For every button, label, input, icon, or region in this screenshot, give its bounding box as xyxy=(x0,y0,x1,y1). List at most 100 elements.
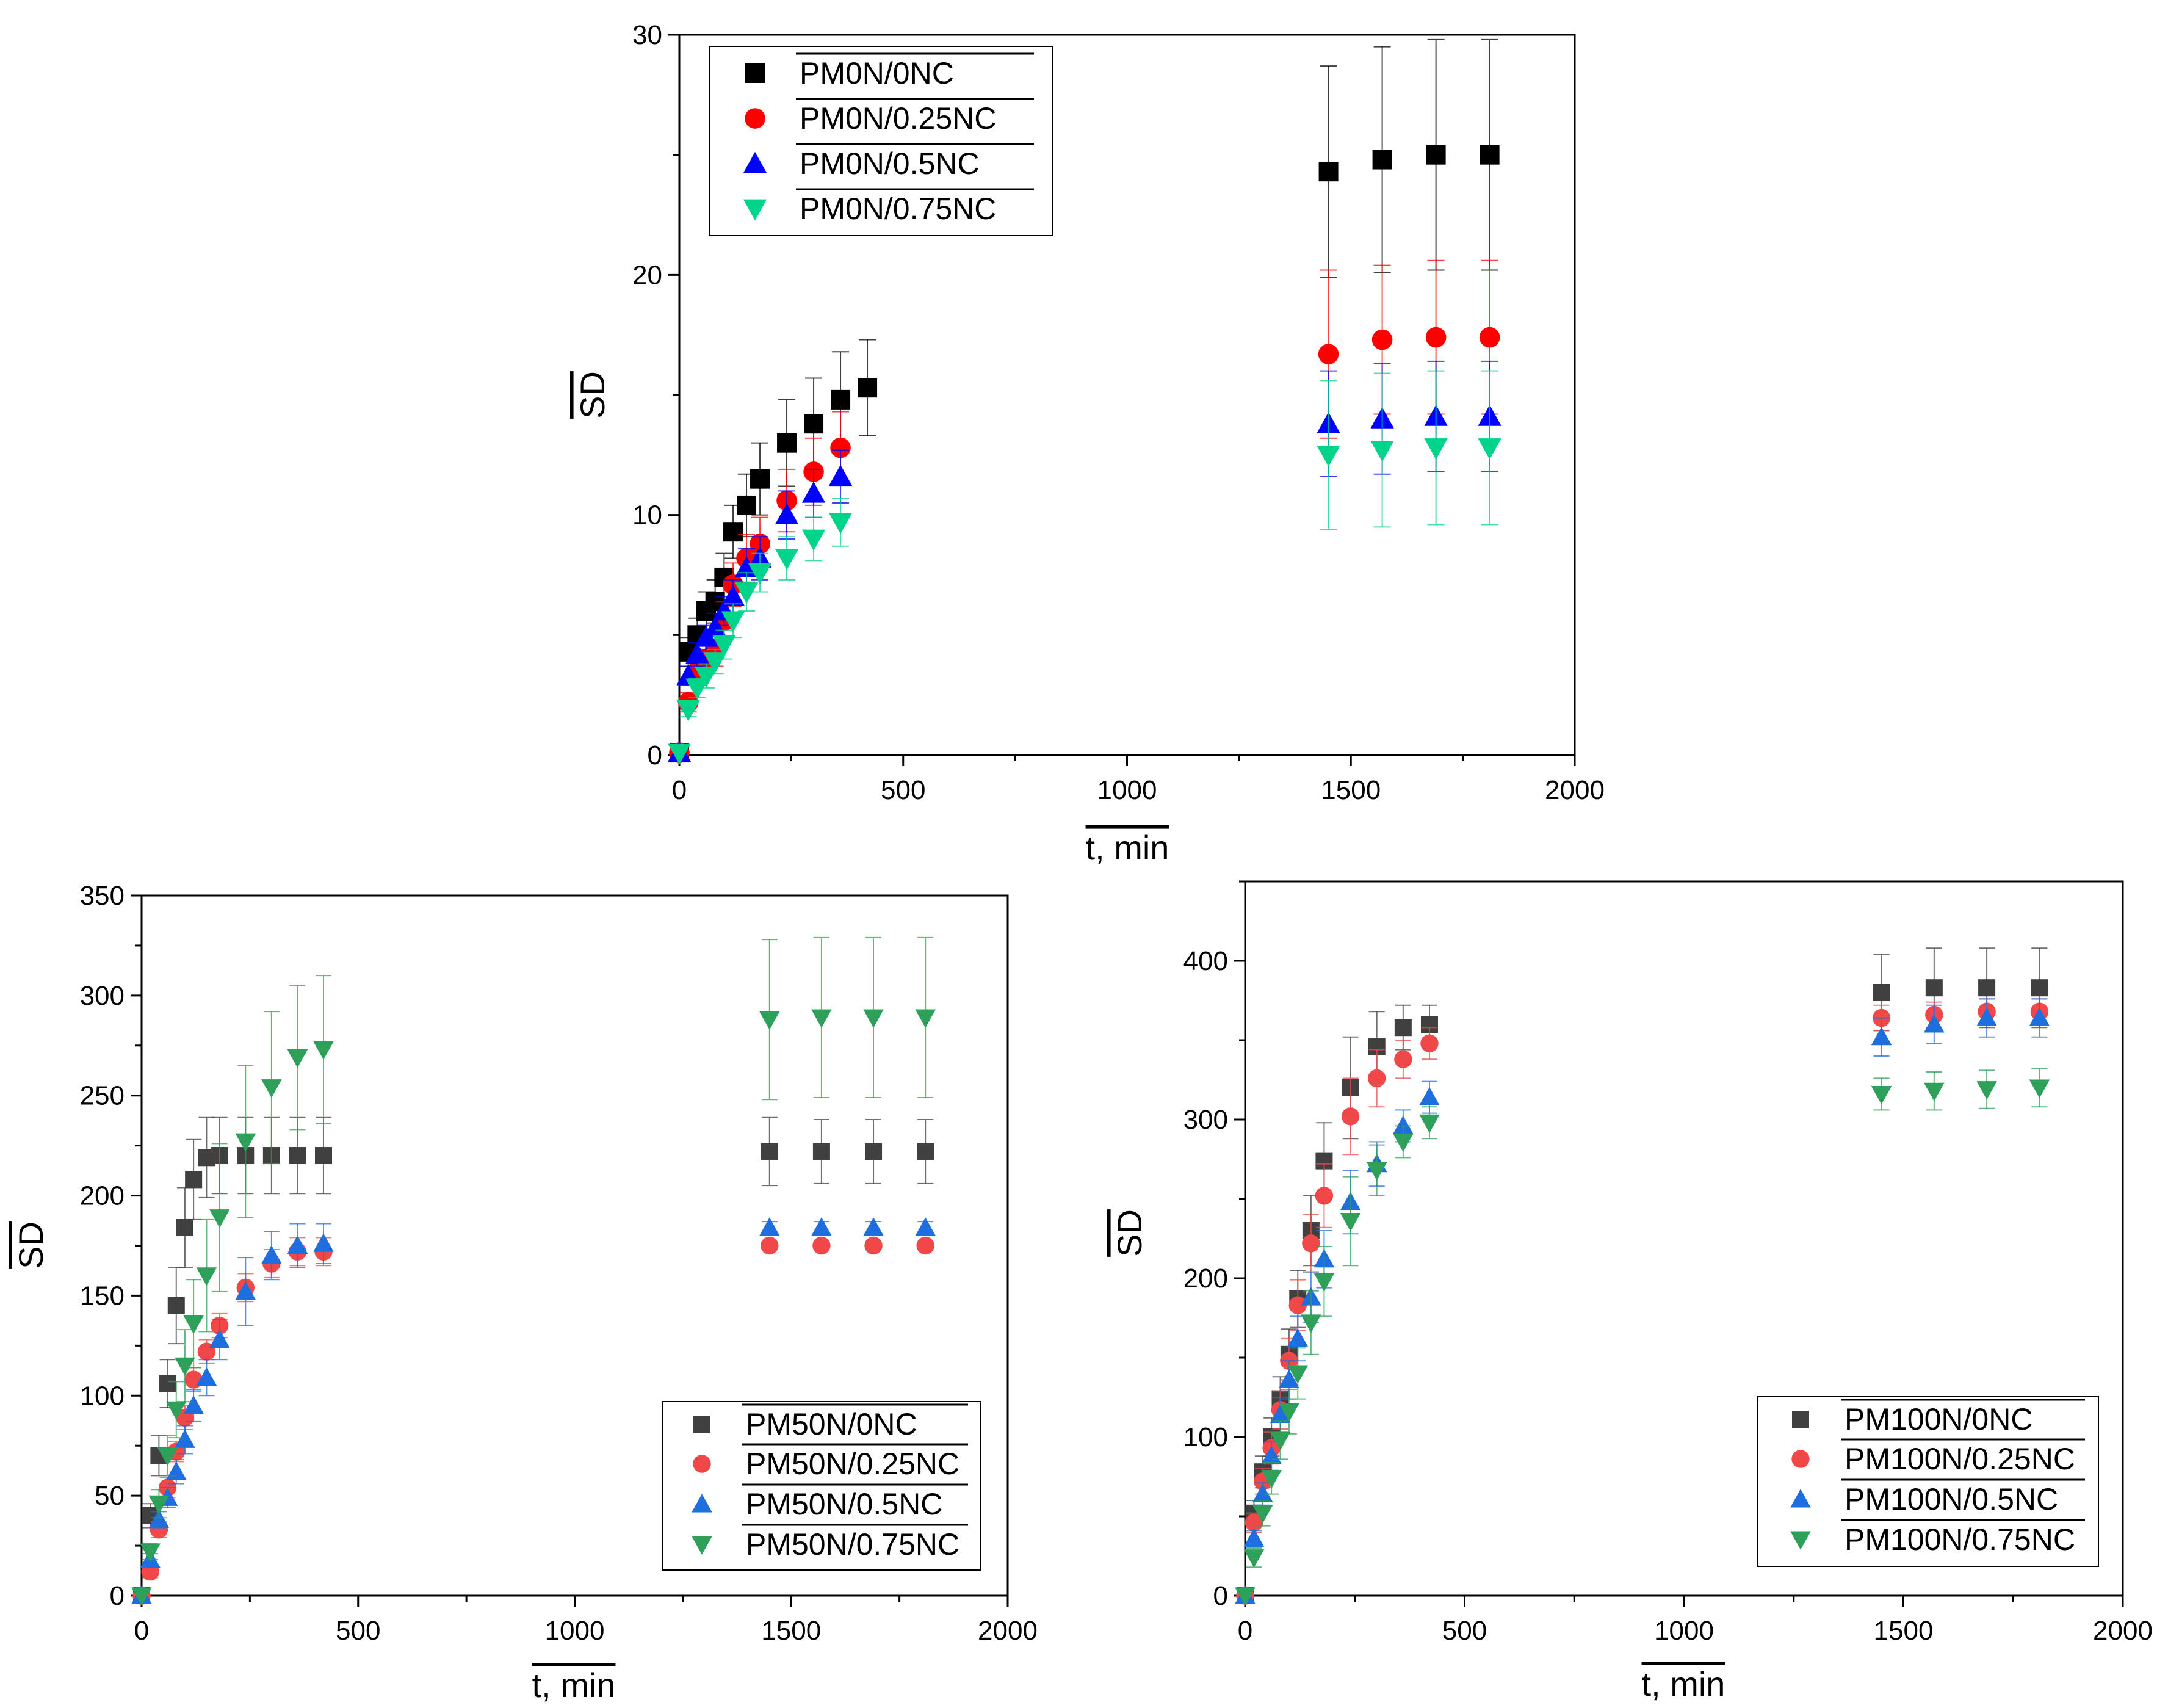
x-tick-label: 2000 xyxy=(2093,1616,2153,1646)
data-point xyxy=(1479,327,1500,348)
y-tick-label: 150 xyxy=(80,1281,125,1311)
legend-marker xyxy=(743,199,767,221)
legend: PM50N/0NC PM50N/0.25NC PM50N/0.5NC PM50N/0.… xyxy=(662,1401,981,1571)
data-point xyxy=(165,1401,187,1420)
legend-marker xyxy=(745,63,765,83)
y-tick-label: 0 xyxy=(110,1581,125,1611)
data-point xyxy=(1976,1081,1997,1100)
data-point xyxy=(157,1447,178,1466)
data-point xyxy=(1318,344,1339,364)
y-tick-label: 10 xyxy=(632,501,662,530)
legend-marker xyxy=(1791,1450,1810,1468)
data-point xyxy=(775,503,799,525)
data-point xyxy=(175,1357,195,1376)
x-tick-label: 1000 xyxy=(545,1616,605,1646)
data-point xyxy=(667,743,692,765)
y-tick-label: 100 xyxy=(80,1381,125,1411)
data-point xyxy=(761,1143,778,1160)
data-point xyxy=(721,585,745,606)
data-point xyxy=(1279,1369,1299,1388)
x-tick-label: 0 xyxy=(672,775,687,805)
data-point xyxy=(831,389,851,410)
x-tick-label: 1000 xyxy=(1097,775,1157,805)
y-axis-label: SD xyxy=(573,371,612,419)
legend-marker xyxy=(1790,1531,1811,1550)
data-point xyxy=(1419,1114,1440,1133)
series-PM0N/0NC xyxy=(670,38,1500,763)
y-tick-label: 400 xyxy=(1183,946,1228,976)
data-point xyxy=(1478,438,1501,460)
data-point xyxy=(858,378,878,398)
data-point xyxy=(1261,1470,1282,1489)
data-point xyxy=(748,563,772,585)
data-point xyxy=(209,1329,230,1348)
data-point xyxy=(723,522,743,542)
legend-entry: PM100N/0.75NC xyxy=(1845,1522,2075,1557)
data-point xyxy=(1366,1162,1387,1181)
data-point xyxy=(915,1009,936,1028)
data-point xyxy=(167,1297,185,1314)
data-point xyxy=(917,1143,934,1160)
data-point xyxy=(1871,1027,1892,1046)
data-point xyxy=(865,1143,883,1160)
data-point xyxy=(761,1236,779,1255)
data-point xyxy=(1480,145,1500,165)
data-point xyxy=(287,1235,308,1254)
data-point xyxy=(759,1217,780,1236)
data-point xyxy=(1370,441,1394,462)
data-point xyxy=(1340,1212,1361,1232)
legend-entry: PM50N/0NC xyxy=(746,1407,917,1441)
data-point xyxy=(750,469,770,489)
x-tick-label: 1000 xyxy=(1654,1616,1714,1646)
data-point xyxy=(1394,1019,1412,1037)
data-point xyxy=(175,1429,195,1448)
legend-marker xyxy=(692,1494,712,1513)
legend-entry: PM100N/0.5NC xyxy=(1845,1482,2058,1516)
data-point xyxy=(812,1143,830,1160)
data-point xyxy=(1924,1014,1945,1033)
x-tick-label: 2000 xyxy=(978,1616,1038,1646)
data-point xyxy=(1287,1328,1309,1347)
data-point xyxy=(812,1236,831,1255)
series-PM50N/0.75NC xyxy=(131,936,936,1606)
data-point xyxy=(261,1245,282,1264)
data-point xyxy=(1393,1133,1414,1153)
data-point xyxy=(804,414,824,434)
data-point xyxy=(176,1219,193,1237)
data-point xyxy=(148,1495,170,1514)
data-point xyxy=(196,1367,217,1386)
legend-entry: PM0N/0.5NC xyxy=(800,147,980,181)
y-tick-label: 250 xyxy=(80,1081,125,1111)
chart-bottom-right: 0 500 1000 1500 2000 0 100 200 300 400 t, min SD PM1… xyxy=(1110,880,2153,1703)
data-point xyxy=(289,1147,306,1165)
data-point xyxy=(864,1236,883,1255)
data-point xyxy=(1315,1187,1334,1205)
data-point xyxy=(2029,1007,2050,1027)
data-point xyxy=(209,1209,230,1228)
series-PM0N/0.75NC xyxy=(667,370,1501,765)
x-axis-label: t, min xyxy=(532,1666,616,1704)
y-tick-label: 300 xyxy=(1183,1105,1228,1135)
data-point xyxy=(1302,1234,1320,1253)
y-tick-label: 0 xyxy=(648,740,662,770)
data-point xyxy=(287,1049,308,1068)
data-point xyxy=(703,616,727,637)
data-point xyxy=(1252,1505,1273,1524)
legend-box xyxy=(709,46,1053,236)
legend-entry: PM50N/0.25NC xyxy=(746,1447,959,1481)
data-point xyxy=(2029,1079,2050,1098)
data-point xyxy=(828,513,853,534)
legend-marker xyxy=(693,1455,711,1473)
data-point xyxy=(775,549,799,570)
legend-entry: PM0N/0.25NC xyxy=(800,101,996,136)
x-tick-label: 500 xyxy=(336,1616,380,1646)
data-point xyxy=(863,1217,884,1236)
data-point xyxy=(830,437,851,458)
y-tick-label: 50 xyxy=(95,1481,125,1511)
data-point xyxy=(1871,1085,1892,1105)
legend-entry: PM50N/0.5NC xyxy=(746,1487,942,1521)
data-point xyxy=(863,1009,884,1028)
data-point xyxy=(1419,1087,1440,1106)
data-point xyxy=(1372,150,1392,170)
